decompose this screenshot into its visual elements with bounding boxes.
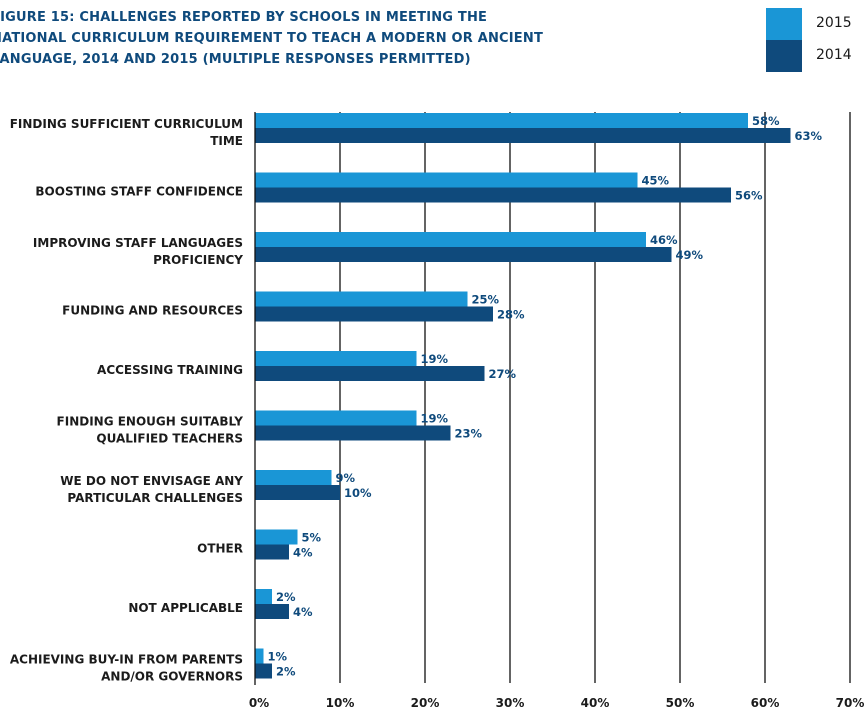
bar-2015 bbox=[255, 172, 638, 188]
category-label: ACCESSING TRAINING bbox=[97, 363, 243, 377]
legend-label-2015: 2015 bbox=[816, 15, 852, 31]
bar-2015 bbox=[255, 113, 748, 128]
data-label-2014: 49% bbox=[676, 248, 704, 262]
category-label: PARTICULAR CHALLENGES bbox=[67, 491, 243, 505]
bar-2014 bbox=[255, 663, 272, 679]
data-label-2014: 28% bbox=[497, 308, 525, 322]
category-label: PROFICIENCY bbox=[153, 253, 243, 267]
data-label-2014: 10% bbox=[344, 486, 372, 500]
category-label: NOT APPLICABLE bbox=[128, 601, 243, 615]
bar-2014 bbox=[255, 128, 791, 143]
data-label-2015: 5% bbox=[302, 531, 322, 545]
bar-2015 bbox=[255, 291, 468, 307]
category-label: ACHIEVING BUY-IN FROM PARENTS bbox=[10, 653, 243, 667]
data-label-2014: 27% bbox=[489, 367, 517, 381]
legend-label-2014: 2014 bbox=[816, 47, 852, 63]
legend-swatch-2015 bbox=[766, 8, 802, 40]
category-label: FINDING SUFFICIENT CURRICULUM bbox=[10, 117, 243, 131]
data-label-2015: 45% bbox=[642, 174, 670, 188]
bar-2015 bbox=[255, 410, 417, 426]
data-label-2015: 46% bbox=[650, 233, 678, 247]
bar-2015 bbox=[255, 470, 332, 485]
bar-2014 bbox=[255, 187, 731, 203]
data-label-2015: 19% bbox=[421, 412, 449, 426]
category-label: BOOSTING STAFF CONFIDENCE bbox=[35, 185, 243, 199]
bar-2014 bbox=[255, 366, 485, 381]
x-tick-label: 60% bbox=[751, 696, 780, 710]
x-tick-label: 40% bbox=[581, 696, 610, 710]
chart-title-line-3: LANGUAGE, 2014 AND 2015 (MULTIPLE RESPON… bbox=[0, 52, 471, 67]
category-label: AND/OR GOVERNORS bbox=[101, 670, 243, 684]
x-tick-label: 20% bbox=[411, 696, 440, 710]
category-label: IMPROVING STAFF LANGUAGES bbox=[33, 236, 243, 250]
data-label-2015: 2% bbox=[276, 590, 296, 604]
chart-title-line-1: FIGURE 15: CHALLENGES REPORTED BY SCHOOL… bbox=[0, 10, 488, 25]
category-label: QUALIFIED TEACHERS bbox=[96, 432, 243, 446]
x-tick-label: 50% bbox=[666, 696, 695, 710]
bar-2014 bbox=[255, 306, 493, 322]
bar-2014 bbox=[255, 604, 289, 619]
data-label-2014: 56% bbox=[735, 189, 763, 203]
category-label: TIME bbox=[210, 134, 243, 148]
bar-2014 bbox=[255, 544, 289, 560]
data-label-2015: 25% bbox=[472, 293, 500, 307]
data-label-2015: 19% bbox=[421, 352, 449, 366]
chart-title: FIGURE 15: CHALLENGES REPORTED BY SCHOOL… bbox=[0, 7, 711, 70]
bar-2015 bbox=[255, 232, 646, 247]
data-label-2014: 4% bbox=[293, 605, 313, 619]
data-label-2015: 58% bbox=[752, 114, 780, 128]
bar-2014 bbox=[255, 247, 672, 262]
data-label-2014: 2% bbox=[276, 665, 296, 679]
category-label: WE DO NOT ENVISAGE ANY bbox=[60, 474, 243, 488]
category-label: FUNDING AND RESOURCES bbox=[62, 304, 243, 318]
bar-2015 bbox=[255, 589, 272, 604]
data-label-2014: 23% bbox=[455, 427, 483, 441]
bar-2015 bbox=[255, 351, 417, 366]
category-label: OTHER bbox=[197, 542, 243, 556]
legend-swatch-2014 bbox=[766, 40, 802, 72]
data-label-2014: 4% bbox=[293, 546, 313, 560]
x-tick-label: 0% bbox=[249, 696, 269, 710]
x-tick-label: 10% bbox=[326, 696, 355, 710]
bar-2014 bbox=[255, 485, 340, 500]
x-tick-label: 30% bbox=[496, 696, 525, 710]
category-label: FINDING ENOUGH SUITABLY bbox=[57, 415, 244, 429]
data-label-2015: 1% bbox=[268, 650, 288, 664]
x-tick-label: 70% bbox=[836, 696, 865, 710]
data-label-2015: 9% bbox=[336, 471, 356, 485]
bar-2015 bbox=[255, 648, 264, 664]
bar-2015 bbox=[255, 529, 298, 545]
bar-2014 bbox=[255, 425, 451, 441]
data-label-2014: 63% bbox=[795, 129, 823, 143]
chart-title-line-2: NATIONAL CURRICULUM REQUIREMENT TO TEACH… bbox=[0, 31, 544, 46]
